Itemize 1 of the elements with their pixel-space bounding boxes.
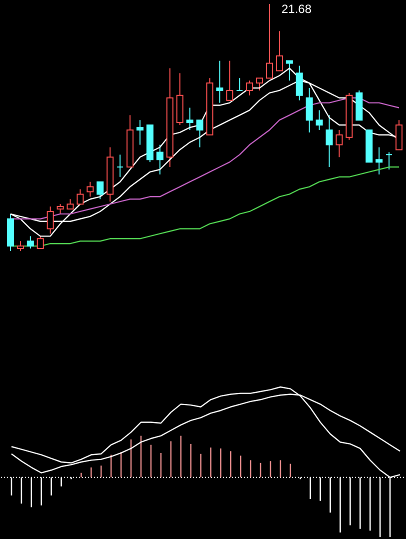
annotation: 21.68 bbox=[282, 2, 312, 16]
